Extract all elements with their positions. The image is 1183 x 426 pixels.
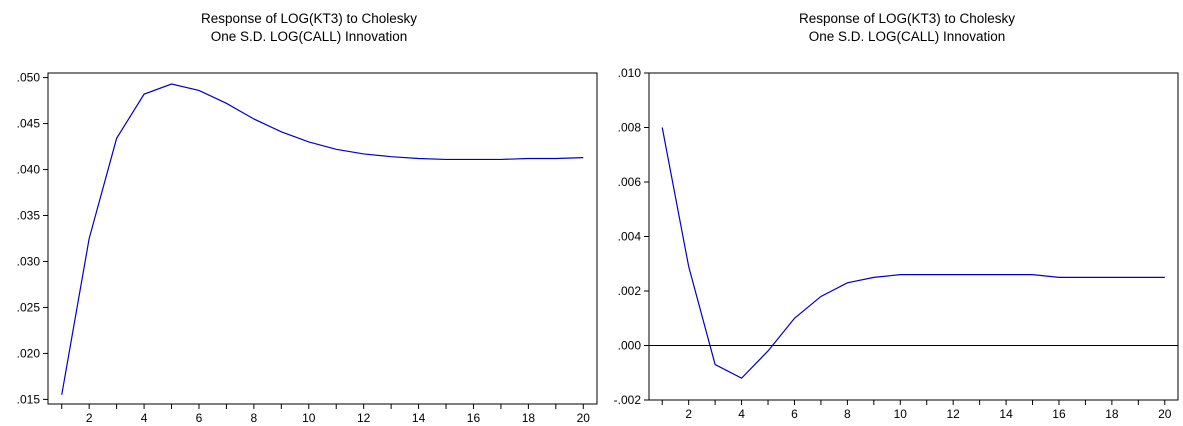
chart-left-x-tick-label: 14	[412, 411, 426, 425]
chart-right-x-tick-label: 10	[894, 407, 908, 421]
chart-left-y-tick-label: .020	[17, 346, 41, 360]
chart-left-series-line	[61, 83, 584, 395]
chart-left-x-tick-label: 16	[467, 411, 481, 425]
chart-right-x-tick-label: 18	[1105, 407, 1119, 421]
chart-left-x-tick-label: 18	[522, 411, 536, 425]
chart-right-x-tick-label: 20	[1158, 407, 1172, 421]
chart-left-y-tick-label: .015	[17, 392, 41, 406]
chart-right-subtitle: One S.D. LOG(CALL) Innovation	[809, 29, 1006, 44]
chart-left-x-tick-label: 10	[302, 411, 316, 425]
chart-left-y-tick-label: .035	[17, 209, 41, 223]
chart-right: Response of LOG(KT3) to Cholesky One S.D…	[614, 11, 1179, 421]
chart-right-frame	[648, 72, 1179, 401]
chart-left-title: Response of LOG(KT3) to Cholesky	[201, 11, 417, 26]
chart-right-x-tick-label: 14	[999, 407, 1013, 421]
chart-left-x-tick-label: 4	[141, 411, 148, 425]
chart-right-title: Response of LOG(KT3) to Cholesky	[799, 11, 1015, 26]
chart-right-y-tick-label: .004	[618, 230, 642, 244]
chart-left-x-tick-label: 20	[577, 411, 591, 425]
chart-right-x-tick-label: 4	[738, 407, 745, 421]
chart-right-y-tick-label: -.002	[614, 393, 642, 407]
chart-right-y-tick-label: .002	[618, 284, 642, 298]
chart-left-subtitle: One S.D. LOG(CALL) Innovation	[211, 29, 408, 44]
chart-left: Response of LOG(KT3) to Cholesky One S.D…	[17, 11, 598, 425]
chart-right-x-tick-label: 12	[946, 407, 960, 421]
chart-left-y-tick-label: .030	[17, 254, 41, 268]
chart-right-x-tick-label: 16	[1052, 407, 1066, 421]
chart-left-y-tick-label: .025	[17, 300, 41, 314]
chart-right-series-line	[661, 127, 1165, 379]
chart-left-x-tick-label: 6	[196, 411, 203, 425]
chart-right-x-tick-label: 6	[791, 407, 798, 421]
chart-right-x-tick-label: 2	[685, 407, 692, 421]
chart-right-x-tick-label: 8	[844, 407, 851, 421]
chart-left-y-tick-label: .050	[17, 71, 41, 85]
chart-left-y-tick-label: .040	[17, 163, 41, 177]
chart-left-y-tick-label: .045	[17, 117, 41, 131]
chart-left-x-tick-label: 8	[251, 411, 258, 425]
chart-left-frame	[47, 72, 598, 405]
chart-right-y-tick-label: .006	[618, 175, 642, 189]
chart-right-y-tick-label: .000	[618, 339, 642, 353]
chart-left-x-tick-label: 12	[357, 411, 371, 425]
chart-right-y-tick-label: .010	[618, 66, 642, 80]
chart-left-x-tick-label: 2	[86, 411, 93, 425]
chart-right-y-tick-label: .008	[618, 121, 642, 135]
